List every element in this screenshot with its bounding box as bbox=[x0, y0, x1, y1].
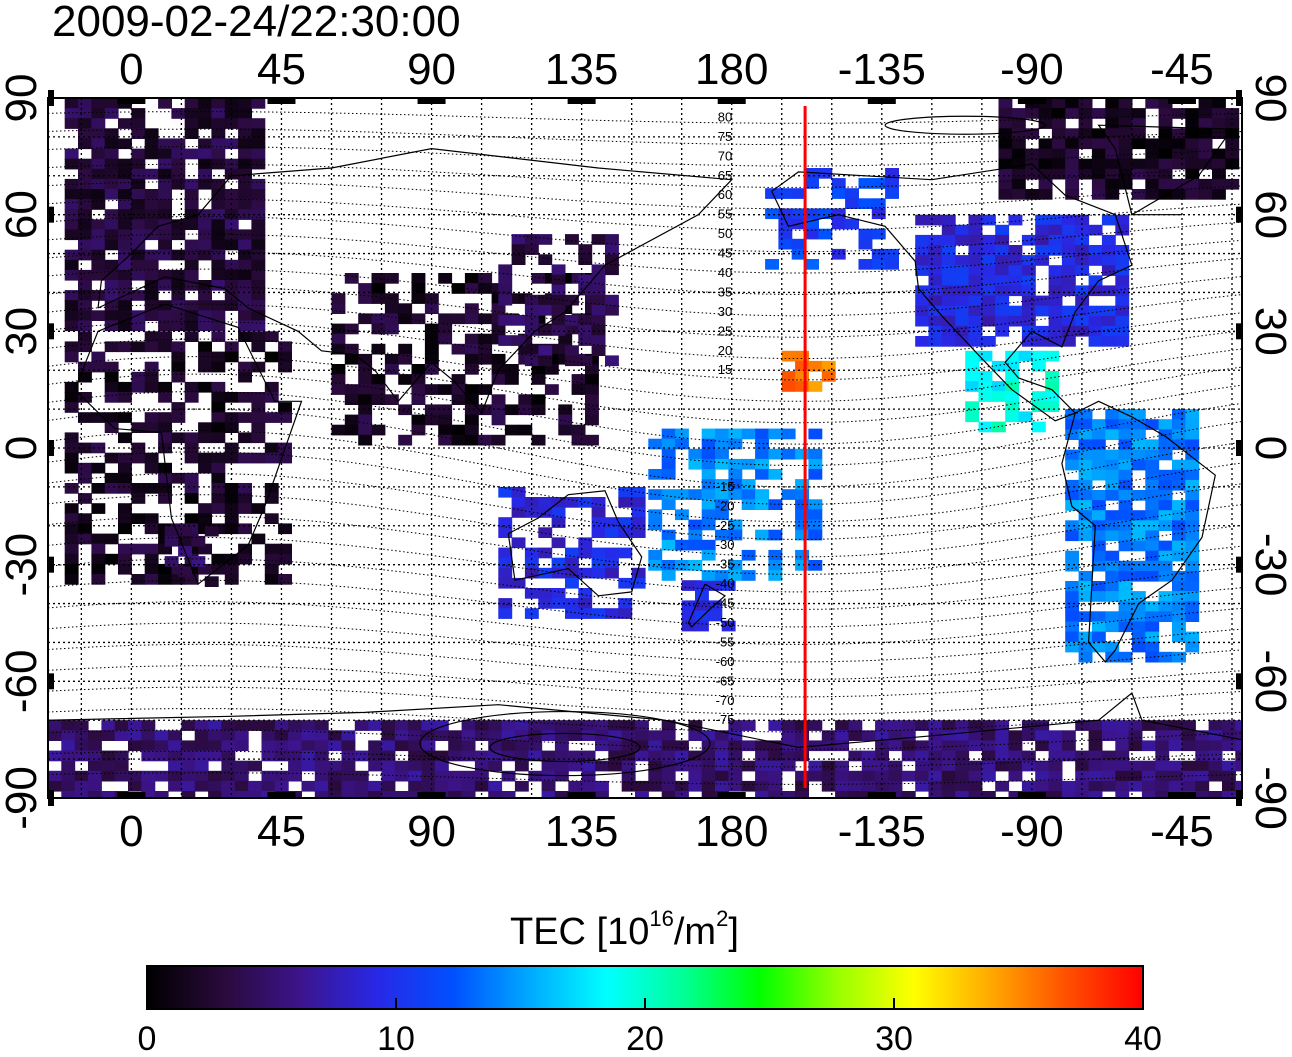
magnetic-latitude-label: 25 bbox=[718, 323, 732, 338]
magnetic-latitude-label: 50 bbox=[718, 226, 732, 241]
lat-tick-left: 30 bbox=[0, 307, 46, 356]
longitude-axis-top: 0 45 90 135 180 -135 -90 -45 bbox=[119, 45, 1214, 94]
magnetic-latitude-label: 55 bbox=[718, 207, 732, 222]
lon-tick-top: 45 bbox=[257, 45, 306, 94]
longitude-axis-bottom: 0 45 90 135 180 -135 -90 -45 bbox=[119, 807, 1214, 856]
lon-tick-bottom: 135 bbox=[545, 807, 618, 856]
frame-ticks bbox=[48, 90, 1242, 806]
lat-tick-left: -90 bbox=[0, 766, 46, 830]
lat-tick-left: -30 bbox=[0, 533, 46, 597]
magnetic-latitude-label: 15 bbox=[718, 362, 732, 377]
lat-tick-right: -90 bbox=[1246, 766, 1292, 830]
lat-tick-right: -30 bbox=[1246, 533, 1292, 597]
magnetic-latitude-label: -50 bbox=[716, 615, 735, 630]
magnetic-latitude-label: -55 bbox=[716, 634, 735, 649]
tec-region bbox=[781, 350, 836, 392]
magnetic-latitude-label: -40 bbox=[716, 576, 735, 591]
magnetic-latitude-label: 30 bbox=[718, 304, 732, 319]
lat-tick-right: 30 bbox=[1246, 307, 1292, 356]
latitude-axis-right: 90 60 30 0 -30 -60 -90 bbox=[1246, 74, 1292, 830]
magnetic-latitude-label: -75 bbox=[716, 712, 735, 727]
tec-region bbox=[48, 720, 1242, 798]
magnetic-latitude-label: 35 bbox=[718, 284, 732, 299]
colorbar-tick-label: 30 bbox=[875, 1020, 913, 1057]
magnetic-latitude-label: -65 bbox=[716, 673, 735, 688]
lon-tick-bottom: -45 bbox=[1150, 807, 1214, 856]
magnetic-latitude-label: -25 bbox=[716, 518, 735, 533]
magnetic-latitude-label: 60 bbox=[718, 187, 732, 202]
lon-tick-top: -135 bbox=[838, 45, 926, 94]
colorbar: TEC [1016/m2] 0 10 20 30 40 bbox=[138, 906, 1162, 1057]
colorbar-tick-label: 20 bbox=[626, 1020, 664, 1057]
lon-tick-top: 0 bbox=[119, 45, 143, 94]
colorbar-title: TEC [1016/m2] bbox=[510, 906, 739, 953]
magnetic-latitude-label: 20 bbox=[718, 343, 732, 358]
tec-region bbox=[765, 168, 899, 270]
latitude-axis-left: 90 60 30 0 -30 -60 -90 bbox=[0, 74, 46, 830]
lat-tick-right: 60 bbox=[1246, 190, 1292, 239]
lat-tick-left: 90 bbox=[0, 74, 46, 123]
lon-tick-top: 135 bbox=[545, 45, 618, 94]
magnetic-latitude-label: 70 bbox=[718, 148, 732, 163]
colorbar-tick-label: 0 bbox=[138, 1020, 157, 1057]
lon-tick-top: -90 bbox=[1000, 45, 1064, 94]
magnetic-latitude-label: -15 bbox=[716, 479, 735, 494]
colorbar-tick-label: 10 bbox=[377, 1020, 415, 1057]
magnetic-latitude-label: -30 bbox=[716, 537, 735, 552]
graticule bbox=[48, 98, 1242, 798]
tec-region bbox=[648, 428, 823, 581]
lat-tick-right: 0 bbox=[1246, 436, 1292, 460]
magnetic-latitude-label: -35 bbox=[716, 557, 735, 572]
lon-tick-bottom: 0 bbox=[119, 807, 143, 856]
lat-tick-right: -60 bbox=[1246, 650, 1292, 714]
colorbar-ticks: 0 10 20 30 40 bbox=[138, 998, 1162, 1057]
tec-region bbox=[1065, 409, 1200, 663]
lat-tick-left: -60 bbox=[0, 650, 46, 714]
timestamp-title: 2009-02-24/22:30:00 bbox=[52, 0, 461, 46]
magnetic-latitude-label: -60 bbox=[716, 654, 735, 669]
magnetic-latitude-label: 45 bbox=[718, 246, 732, 261]
lon-tick-bottom: -135 bbox=[838, 807, 926, 856]
magnetic-latitude-label: 75 bbox=[718, 129, 732, 144]
lat-tick-left: 60 bbox=[0, 190, 46, 239]
magnetic-latitude-label: 40 bbox=[718, 265, 732, 280]
magnetic-latitude-label: 80 bbox=[718, 109, 732, 124]
map-area: 80 75 70 65 60 55 50 45 40 35 30 25 20 15 -15 -20 -25 -30… bbox=[47, 90, 1243, 806]
magnetic-latitude-label: -70 bbox=[716, 693, 735, 708]
magnetic-latitude-label: -45 bbox=[716, 596, 735, 611]
magnetic-latitude-label: 65 bbox=[718, 168, 732, 183]
lon-tick-bottom: -90 bbox=[1000, 807, 1064, 856]
lat-tick-right: 90 bbox=[1246, 74, 1292, 123]
lat-tick-left: 0 bbox=[0, 436, 46, 460]
magnetic-latitude-label: -20 bbox=[716, 498, 735, 513]
lon-tick-bottom: 90 bbox=[407, 807, 456, 856]
magnetic-latitude-labels: 80 75 70 65 60 55 50 45 40 35 30 25 20 15 -15 -20 -25 -30… bbox=[716, 109, 735, 727]
tec-region bbox=[965, 350, 1060, 433]
colorbar-tick-label: 40 bbox=[1124, 1020, 1162, 1057]
lon-tick-bottom: 45 bbox=[257, 807, 306, 856]
magnetic-latitude-contours bbox=[48, 111, 1242, 785]
lon-tick-top: 90 bbox=[407, 45, 456, 94]
lon-tick-bottom: 180 bbox=[695, 807, 768, 856]
lon-tick-top: 180 bbox=[695, 45, 768, 94]
lon-tick-top: -45 bbox=[1150, 45, 1214, 94]
